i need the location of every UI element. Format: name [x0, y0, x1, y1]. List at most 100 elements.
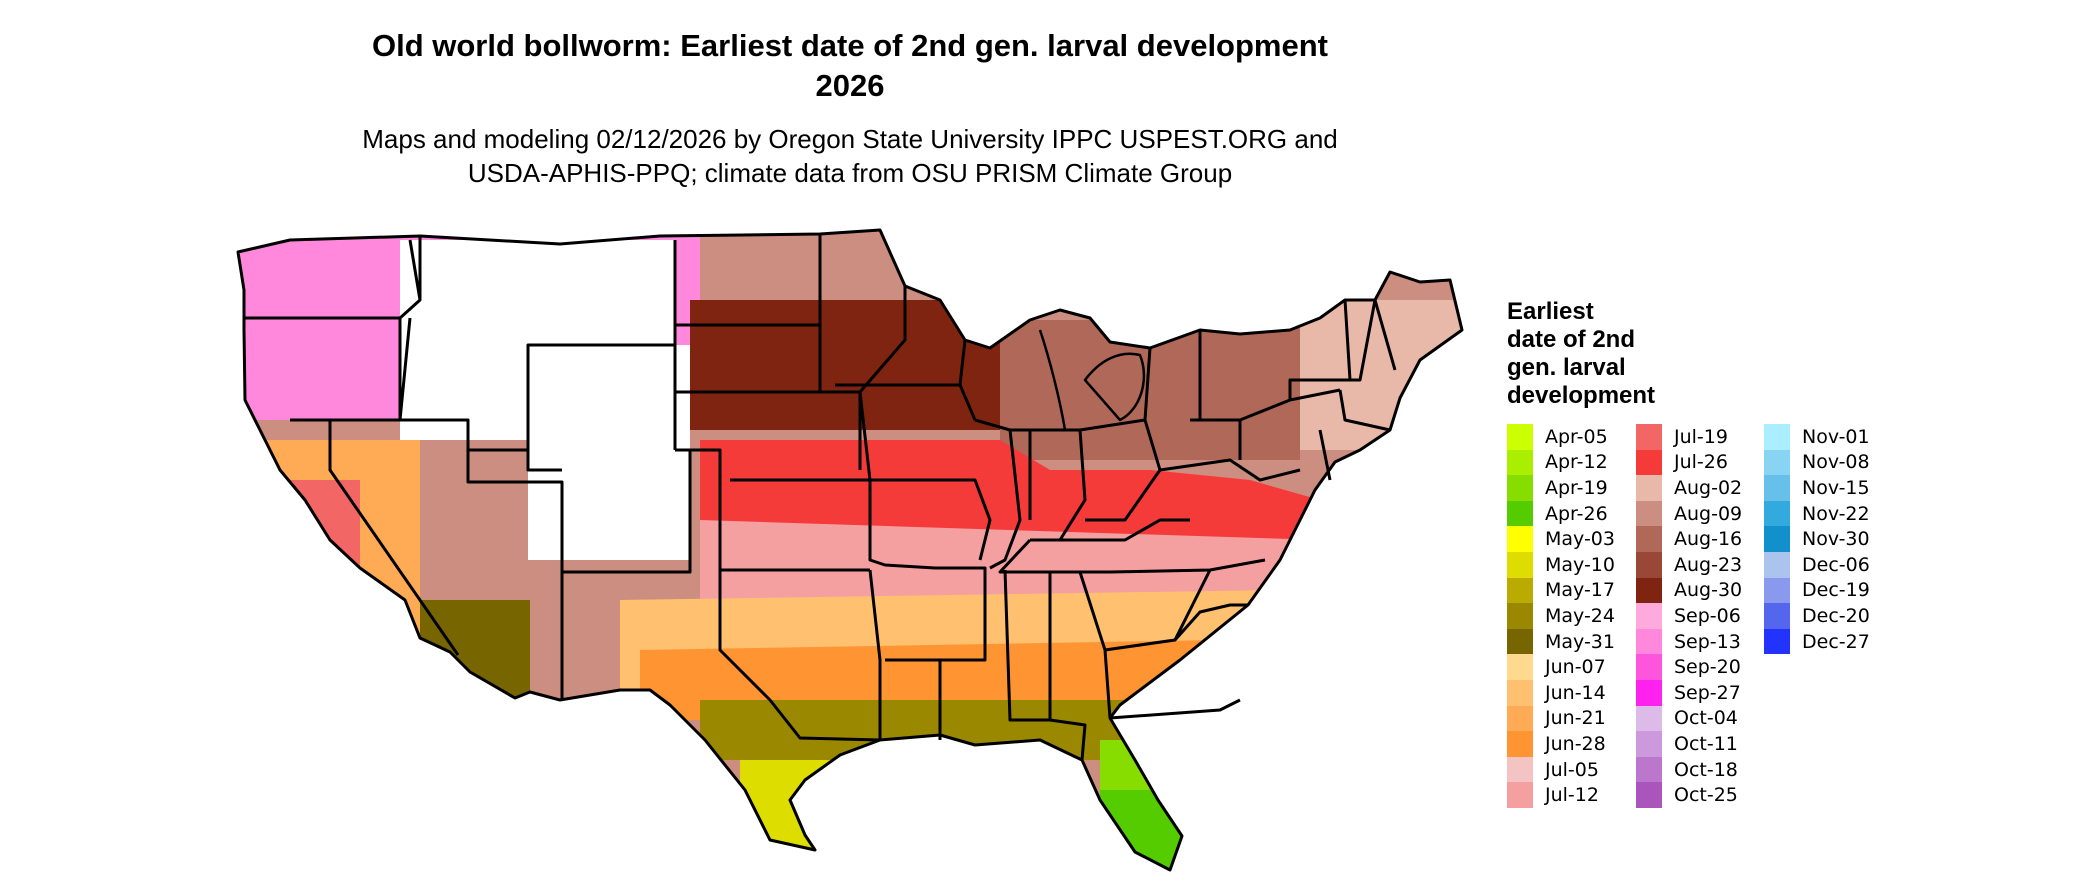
legend-swatch: [1636, 577, 1662, 604]
legend-swatch: [1764, 628, 1790, 655]
legend-swatch: [1507, 449, 1533, 476]
legend-swatch: [1636, 679, 1662, 706]
legend-label: Aug-30: [1674, 579, 1743, 602]
legend-swatch: [1636, 731, 1662, 757]
legend-swatch: [1507, 679, 1533, 706]
legend-entry: Sep-06: [1636, 603, 1742, 629]
legend-label: Apr-12: [1545, 451, 1608, 474]
legend-label: Oct-25: [1674, 784, 1738, 807]
legend-swatch: [1636, 603, 1662, 629]
us-phenology-map: [236, 228, 1464, 872]
legend-swatch: [1636, 782, 1662, 808]
legend-label: Apr-05: [1545, 425, 1608, 448]
legend-swatch: [1764, 577, 1790, 604]
legend-swatch: [1764, 603, 1790, 629]
legend-swatch: [1764, 500, 1790, 527]
legend-entry: Jul-05: [1507, 756, 1615, 783]
legend-label: May-31: [1545, 630, 1615, 653]
legend-swatch: [1636, 654, 1662, 680]
zone-central-valley: [270, 480, 360, 600]
legend-entry: Dec-20: [1764, 603, 1870, 629]
legend-title-line: Earliest: [1507, 298, 1594, 325]
legend-entry: Oct-25: [1636, 782, 1742, 808]
legend-entry: Apr-19: [1507, 475, 1615, 501]
legend-entry: Nov-22: [1764, 500, 1870, 527]
legend-label: Aug-23: [1674, 553, 1743, 576]
legend-swatch: [1764, 424, 1790, 450]
legend-swatch: [1636, 475, 1662, 501]
legend-column: Apr-05 Apr-12 Apr-19 Apr-26 May-03 May-10 May-…: [1507, 424, 1615, 808]
legend-entry: Jul-12: [1507, 782, 1615, 808]
legend-entry: Apr-26: [1507, 500, 1615, 527]
legend-entry: Oct-04: [1636, 705, 1742, 732]
legend-entry: Nov-08: [1764, 449, 1870, 476]
legend-label: Aug-09: [1674, 502, 1743, 525]
legend-entry: Nov-01: [1764, 424, 1870, 450]
legend-swatch: [1636, 526, 1662, 552]
state-boundaries: [236, 228, 1464, 872]
legend-label: Nov-22: [1802, 502, 1870, 525]
legend-title-line: gen. larval: [1507, 354, 1626, 381]
legend-entry: Jun-21: [1507, 705, 1615, 732]
legend-swatch: [1507, 526, 1533, 552]
legend-swatch: [1507, 628, 1533, 655]
legend-entry: Jun-28: [1507, 731, 1615, 757]
legend-label: Oct-11: [1674, 732, 1738, 755]
legend-swatch: [1764, 449, 1790, 476]
legend-entry: Apr-05: [1507, 424, 1615, 450]
map-subtitle-credits: USDA-APHIS-PPQ; climate data from OSU PR…: [467, 158, 1233, 188]
legend-entry: Sep-20: [1636, 654, 1742, 680]
legend-entry: May-03: [1507, 526, 1615, 552]
legend-swatch: [1507, 424, 1533, 450]
legend-label: Oct-18: [1674, 758, 1738, 781]
map-title: Old world bollworm: Earliest date of 2nd…: [371, 28, 1328, 63]
legend-swatch: [1507, 654, 1533, 680]
legend-entry: Nov-15: [1764, 475, 1870, 501]
legend-entry: Oct-11: [1636, 731, 1742, 757]
legend-entry: May-17: [1507, 577, 1615, 604]
legend-entry: Aug-09: [1636, 500, 1743, 527]
legend-swatch: [1636, 551, 1662, 578]
legend-entry: Nov-30: [1764, 526, 1870, 552]
legend-swatch: [1507, 577, 1533, 604]
legend-entry: May-24: [1507, 603, 1615, 629]
phenology-raster: [238, 230, 1462, 870]
legend-swatch: [1764, 526, 1790, 552]
legend-title: Earliest date of 2nd gen. larval develop…: [1507, 298, 1727, 410]
legend-label: Apr-26: [1545, 502, 1608, 525]
legend-label: Jul-19: [1674, 425, 1728, 448]
legend-label: Nov-15: [1802, 476, 1870, 499]
legend-swatch: [1507, 551, 1533, 578]
legend-label: Aug-16: [1674, 528, 1743, 551]
legend-entry: Jul-19: [1636, 424, 1742, 450]
legend-label: May-03: [1545, 528, 1615, 551]
legend-entry: Jun-14: [1507, 679, 1615, 706]
legend-label: Sep-27: [1674, 681, 1741, 704]
legend-swatch: [1507, 475, 1533, 501]
legend-label: Jul-12: [1545, 784, 1599, 807]
legend-entry: Dec-06: [1764, 551, 1870, 578]
zone-no-data-rockies: [528, 345, 690, 560]
legend-swatch: [1636, 449, 1662, 476]
zone-north-plains: [690, 300, 1000, 430]
legend-entry: May-31: [1507, 628, 1615, 655]
legend-label: Sep-13: [1674, 630, 1741, 653]
legend-entry: Aug-30: [1636, 577, 1743, 604]
legend-label: Jul-05: [1545, 758, 1599, 781]
legend-entry: Oct-18: [1636, 756, 1742, 783]
legend-column: Nov-01 Nov-08 Nov-15 Nov-22 Nov-30 Dec-06 Dec-…: [1764, 424, 1870, 655]
legend-entry: Aug-02: [1636, 475, 1742, 501]
legend-swatch: [1507, 705, 1533, 732]
map-subtitle: Maps and modeling 02/12/2026 by Oregon S…: [362, 124, 1338, 154]
legend-swatch: [1636, 756, 1662, 783]
legend-swatch: [1764, 475, 1790, 501]
legend-entry: Aug-23: [1636, 551, 1743, 578]
zone-gulf-coast: [700, 700, 1200, 760]
legend-swatch: [1507, 782, 1533, 808]
legend-label: Nov-08: [1802, 451, 1870, 474]
legend-label: May-17: [1545, 579, 1615, 602]
legend-swatch: [1507, 731, 1533, 757]
legend-swatch: [1507, 603, 1533, 629]
legend-swatch: [1636, 424, 1662, 450]
legend-label: Dec-20: [1802, 604, 1870, 627]
